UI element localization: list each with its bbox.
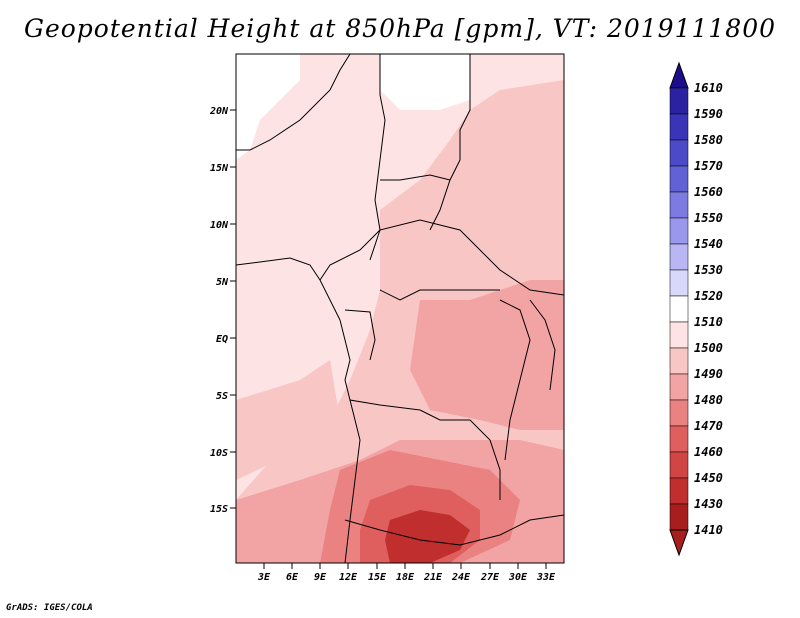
lat-label: 20N xyxy=(209,106,229,117)
colorbar-label: 1530 xyxy=(694,263,723,277)
colorbar-bottom-arrow xyxy=(669,529,689,557)
colorbar-label: 1460 xyxy=(694,445,723,459)
lon-label: 30E xyxy=(508,572,528,583)
colorbar-labels: 1610 1590 1580 1570 1560 1550 1540 1530 1520 1510… xyxy=(694,81,723,537)
colorbar-label: 1510 xyxy=(694,315,723,329)
colorbar-cell xyxy=(669,451,689,479)
zone-1480 xyxy=(410,280,564,430)
grads-credit: GrADS: IGES/COLA xyxy=(6,603,93,613)
colorbar-cell xyxy=(669,191,689,219)
lon-label: 33E xyxy=(536,572,556,583)
lon-label: 15E xyxy=(368,572,387,583)
colorbar-label: 1570 xyxy=(694,159,723,173)
map-title: Geopotential Height at 850hPa [gpm], VT:… xyxy=(23,14,777,43)
colorbar-label: 1500 xyxy=(694,341,723,355)
colorbar-cell xyxy=(669,269,689,297)
colorbar-label: 1550 xyxy=(694,211,723,225)
lon-axis: 3E 6E 9E 12E 15E 18E 21E 24E 27E 30E 33E xyxy=(257,563,556,583)
lat-label: 15N xyxy=(210,163,229,174)
colorbar-cell xyxy=(669,399,689,427)
lat-label: EQ xyxy=(216,334,228,345)
colorbar-label: 1430 xyxy=(694,497,723,511)
lon-label: 24E xyxy=(451,572,471,583)
zone-1450 xyxy=(385,510,470,563)
lon-label: 6E xyxy=(286,572,299,583)
colorbar-cell xyxy=(669,243,689,271)
lon-label: 12E xyxy=(339,572,358,583)
lon-label: 9E xyxy=(314,572,327,583)
colorbar-label: 1520 xyxy=(694,289,723,303)
colorbar-cell xyxy=(669,113,689,141)
colorbar-label: 1560 xyxy=(694,185,723,199)
colorbar-top-arrow xyxy=(669,61,689,89)
colorbar-cell xyxy=(669,87,689,115)
lat-label: 15S xyxy=(210,504,228,515)
lon-label: 21E xyxy=(423,572,443,583)
colorbar-cell xyxy=(669,477,689,505)
country-borders xyxy=(236,54,564,563)
height-field xyxy=(236,54,564,563)
lat-label: 10N xyxy=(210,220,229,231)
lon-label: 27E xyxy=(480,572,500,583)
lat-label: 5N xyxy=(216,277,229,288)
colorbar-label: 1610 xyxy=(694,81,723,95)
colorbar-cell xyxy=(669,295,689,323)
colorbar-cell xyxy=(669,139,689,167)
colorbar-label: 1590 xyxy=(694,107,723,121)
zone-1510-north xyxy=(380,54,470,110)
colorbar-label: 1480 xyxy=(694,393,723,407)
colorbar-label: 1470 xyxy=(694,419,723,433)
colorbar-cell xyxy=(669,347,689,375)
zone-1510 xyxy=(236,54,300,160)
colorbar: 1610 1590 1580 1570 1560 1550 1540 1530 1520 1510… xyxy=(669,61,723,557)
colorbar-cells xyxy=(669,87,689,531)
lon-label: 18E xyxy=(396,572,415,583)
lon-label: 3E xyxy=(257,572,271,583)
map-frame xyxy=(235,53,565,564)
colorbar-cell xyxy=(669,503,689,531)
colorbar-label: 1450 xyxy=(694,471,723,485)
lat-label: 10S xyxy=(210,448,228,459)
colorbar-label: 1580 xyxy=(694,133,723,147)
colorbar-label: 1540 xyxy=(694,237,723,251)
colorbar-cell xyxy=(669,217,689,245)
colorbar-label: 1410 xyxy=(694,523,723,537)
colorbar-label: 1490 xyxy=(694,367,723,381)
colorbar-cell xyxy=(669,373,689,401)
colorbar-cell xyxy=(669,165,689,193)
zone-1490-west xyxy=(236,360,340,480)
colorbar-cell xyxy=(669,425,689,453)
lat-axis: 20N 15N 10N 5N EQ 5S 10S 15S xyxy=(209,106,236,515)
lat-label: 5S xyxy=(216,391,228,402)
colorbar-cell xyxy=(669,321,689,349)
